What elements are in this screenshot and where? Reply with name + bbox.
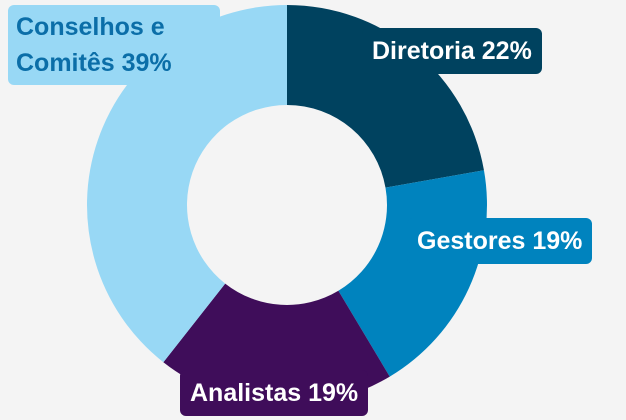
donut-slice (86, 5, 287, 363)
value-label: 19% (532, 227, 583, 255)
category-label: Analistas (190, 379, 302, 407)
category-label: Gestores (417, 227, 526, 255)
value-label: 39% (121, 49, 172, 77)
donut-slice (287, 5, 484, 188)
category-label: Conselhos e Comitês (16, 13, 165, 77)
value-label: 22% (481, 37, 532, 65)
slice-label: Conselhos e Comitês 39% (8, 5, 220, 85)
value-label: 19% (308, 379, 359, 407)
category-label: Diretoria (372, 37, 475, 65)
slice-label: Analistas 19% (180, 370, 369, 416)
slice-label: Gestores 19% (407, 218, 593, 264)
slice-label: Diretoria 22% (362, 28, 542, 74)
